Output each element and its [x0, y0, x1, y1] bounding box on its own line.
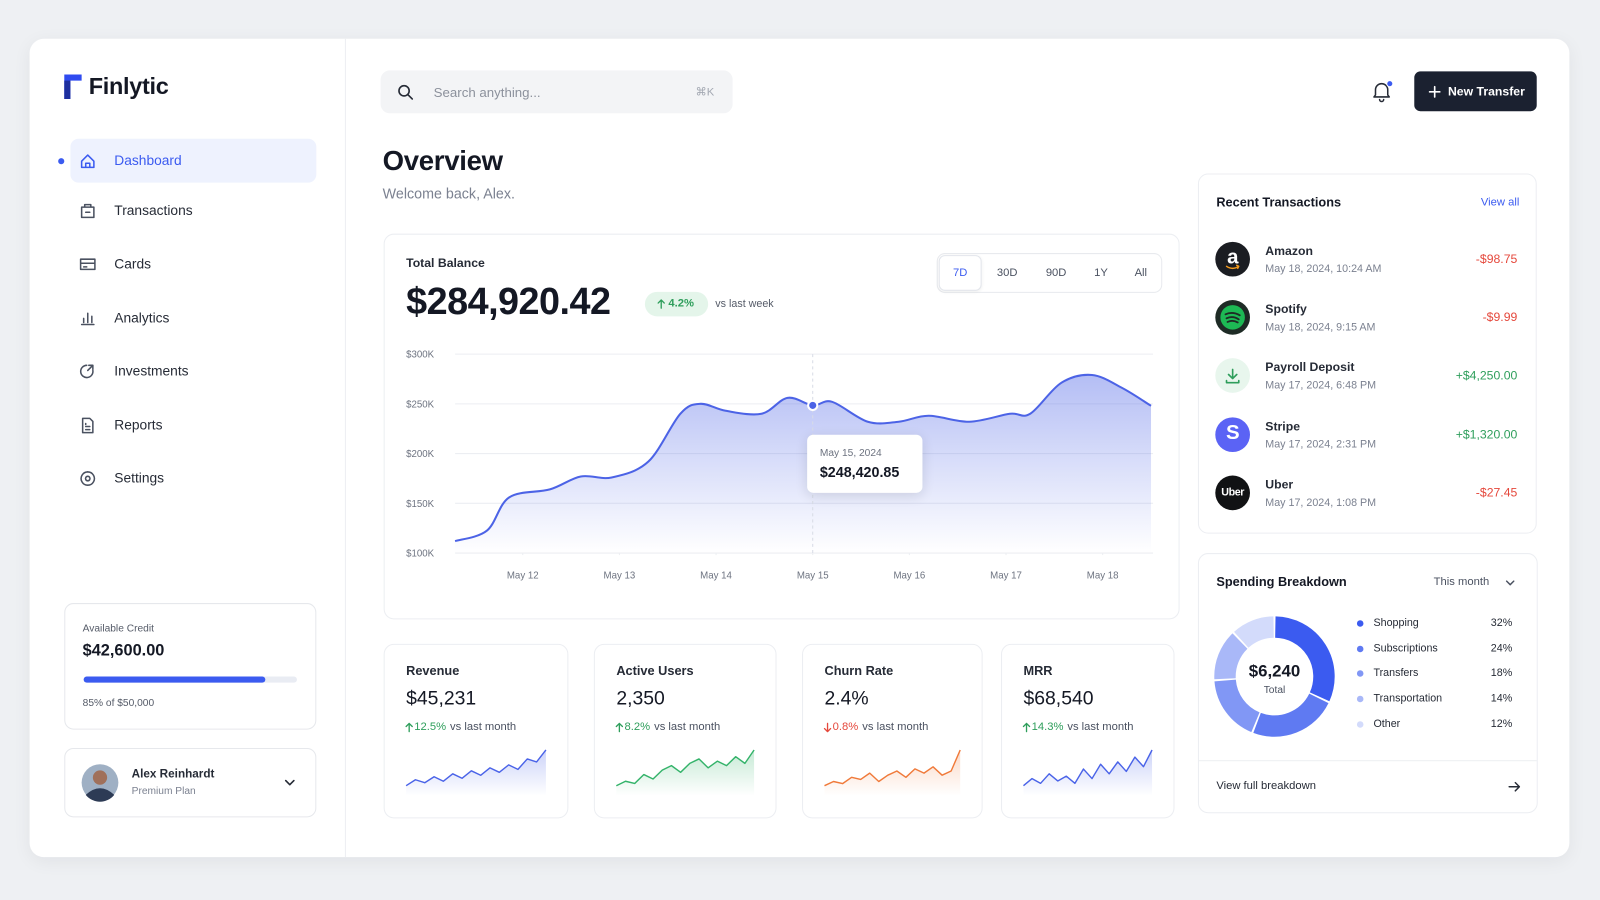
- kpi-change-note: vs last month: [449, 720, 517, 734]
- kpi-change-note: vs last month: [1067, 720, 1134, 734]
- nav-item[interactable]: Investments: [114, 363, 189, 379]
- kpi-value: $68,540: [1023, 688, 1094, 710]
- credit-amount: $42,600.00: [82, 642, 165, 660]
- balance-change-note: vs last week: [715, 297, 774, 310]
- balance-amount: $284,920.42: [406, 280, 611, 323]
- transaction-date: May 17, 2024, 1:08 PM: [1265, 496, 1377, 509]
- nav-item[interactable]: Dashboard: [114, 152, 182, 169]
- kpi-change-note: vs last month: [654, 720, 721, 734]
- kpi-value: 2.4%: [824, 688, 869, 710]
- transactions-title: Recent Transactions: [1216, 195, 1342, 210]
- balance-label: Total Balance: [406, 255, 485, 271]
- kpi-change-note: vs last month: [862, 720, 929, 734]
- transaction-name: Stripe: [1265, 419, 1301, 434]
- credit-note: 85% of $50,000: [82, 697, 155, 710]
- credit-fill: [83, 676, 265, 683]
- transaction-date: May 18, 2024, 9:15 AM: [1265, 321, 1376, 334]
- nav-item[interactable]: Cards: [114, 256, 152, 272]
- transactions-card: [1197, 173, 1537, 534]
- spending-period[interactable]: This month: [1433, 575, 1490, 589]
- merchant-icon-text: Uber: [1221, 486, 1245, 499]
- kpi-change: 8.2%: [624, 720, 651, 734]
- transaction-date: May 18, 2024, 10:24 AM: [1265, 262, 1382, 276]
- kpi-label: Revenue: [406, 663, 460, 679]
- nav-item[interactable]: Settings: [114, 470, 165, 486]
- page-title: Overview: [382, 145, 503, 177]
- legend-value: 12%: [1490, 718, 1513, 731]
- transaction-name: Uber: [1265, 477, 1294, 492]
- legend-label: Transfers: [1373, 667, 1419, 680]
- search-placeholder[interactable]: Search anything...: [433, 84, 541, 101]
- spending-title: Spending Breakdown: [1216, 574, 1347, 590]
- kpi-change: 14.3%: [1031, 720, 1064, 734]
- kpi-label: Active Users: [616, 663, 694, 679]
- nav-item-active-bg[interactable]: [70, 138, 317, 183]
- transactions-link[interactable]: View all: [1480, 196, 1520, 209]
- brand-name: Finlytic: [88, 72, 169, 100]
- balance-change: 4.2%: [668, 297, 694, 310]
- legend-label: Other: [1373, 718, 1401, 731]
- kpi-change: 12.5%: [414, 720, 447, 734]
- kpi-value: 2,350: [616, 688, 665, 710]
- user-plan: Premium Plan: [131, 785, 196, 797]
- nav-item[interactable]: Reports: [114, 417, 163, 433]
- tooltip-value: $248,420.85: [819, 463, 900, 481]
- transaction-amount: +$1,320.00: [1455, 427, 1518, 442]
- new-transfer-label[interactable]: New Transfer: [1447, 84, 1525, 99]
- transaction-name: Payroll Deposit: [1265, 360, 1355, 375]
- range-active-bg[interactable]: [938, 255, 982, 291]
- transaction-amount: -$98.75: [1475, 251, 1518, 267]
- donut-total-label: Total: [1263, 684, 1286, 696]
- legend-value: 24%: [1490, 642, 1513, 655]
- range-option[interactable]: 7D: [953, 266, 968, 279]
- range-option[interactable]: 1Y: [1094, 266, 1108, 279]
- change-badge: [644, 291, 709, 317]
- legend-label: Transportation: [1373, 692, 1443, 705]
- transaction-name: Amazon: [1265, 243, 1313, 258]
- user-name: Alex Reinhardt: [131, 768, 215, 781]
- range-option[interactable]: All: [1134, 266, 1148, 279]
- donut-total: $6,240: [1248, 662, 1301, 681]
- kpi-change: 0.8%: [832, 720, 859, 734]
- merchant-icon-text: a: [1227, 245, 1239, 269]
- spending-divider: [1198, 760, 1537, 762]
- legend-value: 32%: [1490, 617, 1513, 630]
- range-option[interactable]: 90D: [1045, 266, 1067, 279]
- kpi-label: MRR: [1023, 663, 1053, 679]
- transaction-name: Spotify: [1265, 301, 1307, 317]
- credit-card: [64, 603, 317, 730]
- transaction-date: May 17, 2024, 6:48 PM: [1265, 379, 1377, 392]
- chart-tooltip: [807, 434, 923, 493]
- spending-link[interactable]: View full breakdown: [1216, 780, 1316, 793]
- legend-label: Subscriptions: [1373, 642, 1438, 655]
- range-option[interactable]: 30D: [996, 266, 1018, 279]
- credit-label: Available Credit: [82, 623, 154, 635]
- search-shortcut: ⌘K: [695, 86, 715, 99]
- legend-value: 14%: [1490, 692, 1513, 705]
- search-box[interactable]: [380, 70, 733, 114]
- kpi-label: Churn Rate: [824, 663, 894, 679]
- nav-item[interactable]: Transactions: [114, 202, 193, 219]
- merchant-icon-text: S: [1226, 421, 1240, 444]
- sidebar-divider: [344, 38, 346, 858]
- transaction-amount: +$4,250.00: [1455, 368, 1518, 383]
- transaction-amount: -$27.45: [1475, 485, 1518, 500]
- transaction-amount: -$9.99: [1482, 310, 1518, 325]
- tooltip-date: May 15, 2024: [819, 447, 882, 460]
- page-subtitle: Welcome back, Alex.: [382, 185, 515, 202]
- nav-item[interactable]: Analytics: [114, 310, 170, 326]
- kpi-value: $45,231: [406, 688, 477, 710]
- legend-label: Shopping: [1373, 617, 1419, 630]
- transaction-date: May 17, 2024, 2:31 PM: [1265, 438, 1377, 451]
- legend-value: 18%: [1490, 667, 1513, 680]
